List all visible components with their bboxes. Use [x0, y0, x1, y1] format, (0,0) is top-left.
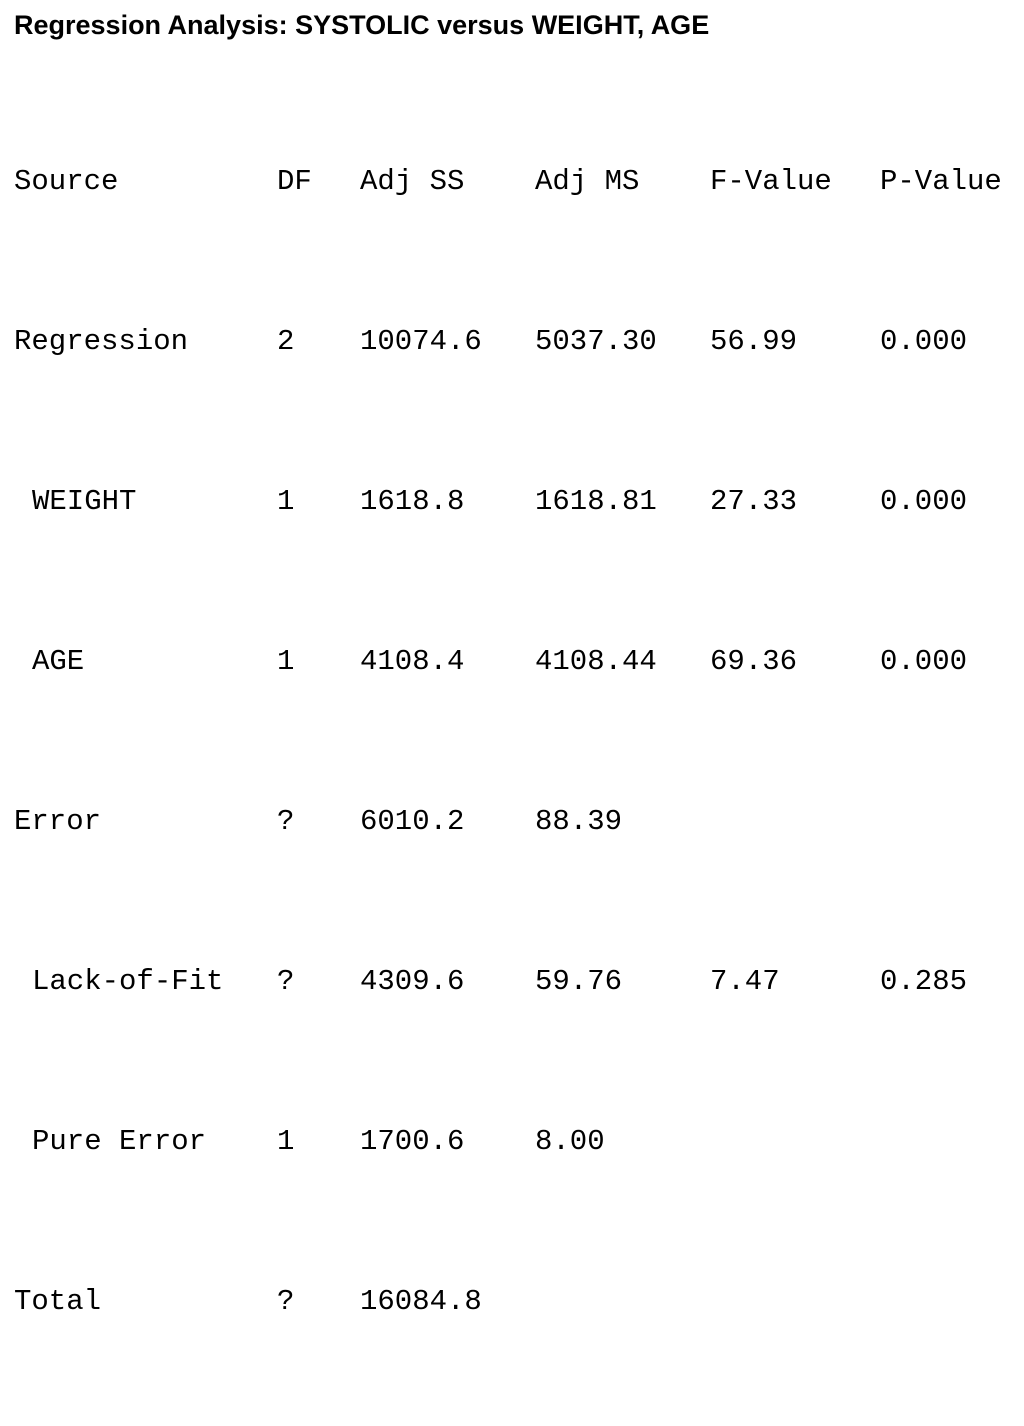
source-cell: WEIGHT — [32, 485, 137, 518]
page-title: Regression Analysis: SYSTOLIC versus WEI… — [14, 10, 710, 40]
table-row-total: Total ? 16084.8 — [14, 1282, 1024, 1322]
df-cell: 1 — [277, 645, 295, 678]
adj-ss-cell: 1700.6 — [360, 1125, 465, 1158]
p-cell: 0.000 — [880, 485, 968, 518]
source-cell: Total — [14, 1285, 102, 1318]
table-row-weight: WEIGHT 1 1618.8 1618.81 27.33 0.000 — [14, 482, 1024, 522]
df-cell: 1 — [277, 485, 295, 518]
f-cell: 7.47 — [710, 965, 780, 998]
source-cell: Error — [14, 805, 102, 838]
adj-ss-cell: 6010.2 — [360, 805, 465, 838]
adj-ss-cell: 10074.6 — [360, 325, 482, 358]
table-row-pure-error: Pure Error 1 1700.6 8.00 — [14, 1122, 1024, 1162]
adj-ms-cell: 88.39 — [535, 805, 623, 838]
col-header-p-value: P-Value — [880, 165, 1002, 198]
table-row-error: Error ? 6010.2 88.39 — [14, 802, 1024, 842]
df-cell: 1 — [277, 1125, 295, 1158]
f-cell — [710, 1282, 880, 1322]
f-cell — [710, 1122, 880, 1162]
f-cell: 27.33 — [710, 485, 798, 518]
adj-ss-cell: 16084.8 — [360, 1285, 482, 1318]
source-cell: Regression — [14, 325, 189, 358]
f-cell: 56.99 — [710, 325, 798, 358]
adj-ms-cell: 5037.30 — [535, 325, 657, 358]
adj-ms-cell: 8.00 — [535, 1125, 605, 1158]
p-cell — [880, 1282, 1024, 1322]
col-header-adj-ms: Adj MS — [535, 165, 640, 198]
adj-ms-cell: 59.76 — [535, 965, 623, 998]
p-cell — [880, 1122, 1024, 1162]
f-cell — [710, 802, 880, 842]
anova-header-row: Source DF Adj SS Adj MS F-Value P-Value — [14, 162, 1024, 202]
f-cell: 69.36 — [710, 645, 798, 678]
p-cell: 0.000 — [880, 645, 968, 678]
col-header-f-value: F-Value — [710, 165, 832, 198]
anova-table: Source DF Adj SS Adj MS F-Value P-Value … — [14, 82, 1024, 1402]
df-cell: ? — [277, 965, 295, 998]
p-cell: 0.285 — [880, 965, 968, 998]
adj-ms-cell: 4108.44 — [535, 645, 657, 678]
col-header-adj-ss: Adj SS — [360, 165, 465, 198]
source-cell: Pure Error — [32, 1125, 207, 1158]
df-cell: 2 — [277, 325, 295, 358]
table-row-regression: Regression 2 10074.6 5037.30 56.99 0.000 — [14, 322, 1024, 362]
df-cell: ? — [277, 1285, 295, 1318]
adj-ms-cell: 1618.81 — [535, 485, 657, 518]
adj-ss-cell: 4309.6 — [360, 965, 465, 998]
table-row-age: AGE 1 4108.4 4108.44 69.36 0.000 — [14, 642, 1024, 682]
p-cell — [880, 802, 1024, 842]
adj-ms-cell — [535, 1282, 710, 1322]
adj-ss-cell: 4108.4 — [360, 645, 465, 678]
col-header-source: Source — [14, 165, 119, 198]
table-row-lack-of-fit: Lack-of-Fit ? 4309.6 59.76 7.47 0.285 — [14, 962, 1024, 1002]
adj-ss-cell: 1618.8 — [360, 485, 465, 518]
df-cell: ? — [277, 805, 295, 838]
col-header-df: DF — [277, 165, 312, 198]
source-cell: Lack-of-Fit — [32, 965, 224, 998]
source-cell: AGE — [32, 645, 85, 678]
p-cell: 0.000 — [880, 325, 968, 358]
